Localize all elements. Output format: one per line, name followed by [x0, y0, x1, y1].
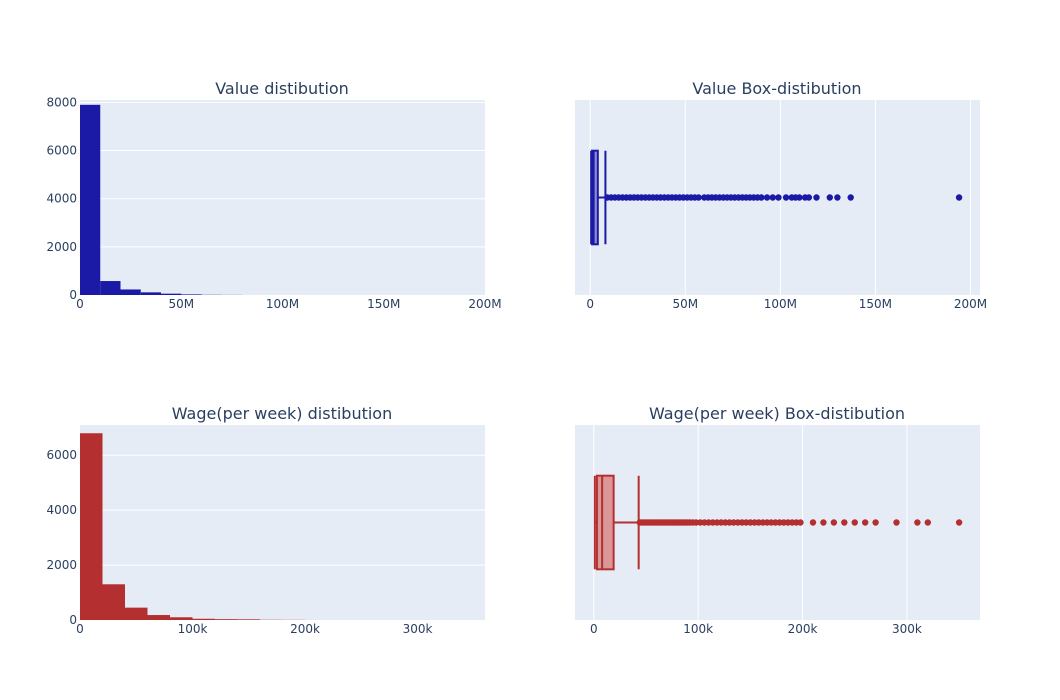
outlier-point: [763, 194, 771, 201]
histogram-bar: [102, 584, 125, 620]
x-tick-label: 50M: [672, 297, 698, 311]
outlier-point: [782, 194, 790, 201]
y-tick-label: 0: [69, 613, 77, 627]
outlier-point: [775, 194, 782, 201]
outlier-point: [955, 519, 963, 526]
chart-title: Value Box-distibution: [692, 79, 861, 98]
x-tick-label: 300k: [892, 622, 922, 636]
x-tick-label: 100M: [764, 297, 797, 311]
histogram-bar: [120, 289, 141, 295]
x-tick-label: 0: [590, 622, 598, 636]
x-tick-label: 150M: [367, 297, 400, 311]
chart-title: Wage(per week) Box-distibution: [649, 404, 905, 423]
value-boxplot: 0 50M 100M 150M 200M Value Box-distibution: [575, 79, 987, 311]
histogram-bar: [140, 292, 161, 295]
outlier-point: [955, 194, 963, 201]
x-tick-label: 100k: [178, 622, 208, 636]
x-tick-label: 50M: [168, 297, 194, 311]
outlier-point: [872, 519, 879, 526]
x-tick-label: 150M: [859, 297, 892, 311]
outlier-point: [924, 519, 932, 526]
y-tick-label: 4000: [46, 192, 77, 206]
y-tick-label: 6000: [46, 144, 77, 158]
x-tick-label: 100k: [683, 622, 713, 636]
outlier-point: [813, 194, 820, 201]
outlier-point: [797, 519, 804, 526]
y-tick-label: 0: [69, 288, 77, 302]
histogram-bar: [215, 619, 238, 620]
iqr-box: [595, 474, 615, 571]
histogram-bar: [170, 617, 193, 620]
wage-histogram: 0 2000 4000 6000 0 100k 200k 300k Wage(per week)…: [46, 404, 485, 636]
outlier-point: [830, 519, 838, 526]
y-tick-label: 2000: [46, 240, 77, 254]
x-tick-label: 200M: [468, 297, 501, 311]
outlier-point: [847, 194, 854, 201]
histogram-bar: [125, 607, 148, 620]
histogram-bar: [161, 293, 182, 295]
x-tick-label: 0: [586, 297, 594, 311]
outlier-point: [805, 194, 813, 201]
plot-area: [80, 100, 485, 295]
histogram-bar: [80, 104, 101, 295]
outlier-point: [851, 519, 858, 526]
x-tick-label: 300k: [403, 622, 433, 636]
histogram-bar: [181, 294, 202, 295]
histogram-bar: [147, 615, 170, 620]
outlier-point: [809, 519, 817, 526]
x-tick-label: 0: [76, 622, 84, 636]
outlier-point: [758, 194, 765, 201]
outlier-point: [820, 519, 827, 526]
outlier-point: [826, 194, 833, 201]
iqr-box: [591, 149, 599, 246]
outlier-point: [796, 194, 803, 201]
wage-boxplot: 0 100k 200k 300k Wage(per week) Box-distibut…: [575, 404, 980, 636]
histogram-bar: [100, 281, 121, 295]
x-tick-label: 0: [76, 297, 84, 311]
y-tick-label: 4000: [46, 503, 77, 517]
value-histogram: 0 2000 4000 6000 8000 0 50M 100M 150M 200M Value d…: [46, 79, 501, 311]
chart-title: Value distibution: [215, 79, 349, 98]
x-tick-label: 200M: [954, 297, 987, 311]
outlier-point: [695, 194, 702, 201]
y-tick-label: 8000: [46, 95, 77, 109]
outlier-point: [834, 194, 841, 201]
plot-area: [80, 425, 485, 620]
outlier-point: [841, 519, 848, 526]
histogram-bar: [80, 433, 103, 620]
x-tick-label: 200k: [290, 622, 320, 636]
x-tick-label: 200k: [788, 622, 818, 636]
outlier-point: [914, 519, 921, 526]
outlier-point: [861, 519, 869, 526]
x-tick-label: 100M: [266, 297, 299, 311]
outlier-point: [893, 519, 900, 526]
y-tick-label: 6000: [46, 448, 77, 462]
outlier-point: [769, 194, 776, 201]
histogram-bar: [192, 618, 215, 620]
y-tick-label: 2000: [46, 558, 77, 572]
histogram-bar: [237, 619, 260, 620]
chart-title: Wage(per week) distibution: [172, 404, 392, 423]
